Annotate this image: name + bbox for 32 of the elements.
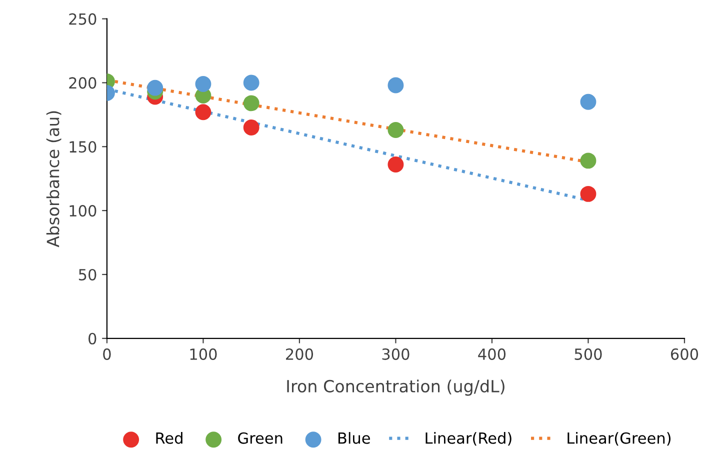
- x-tick-label: 300: [382, 348, 410, 360]
- y-tick-label: 100: [70, 205, 96, 217]
- y-tick-label: 150: [70, 141, 96, 153]
- x-tick-label: 500: [574, 348, 602, 360]
- point: [147, 80, 164, 96]
- x-tick-label: 400: [478, 348, 506, 360]
- y-tick-label: 250: [69, 13, 96, 25]
- legend-label: Linear(Red): [426, 432, 512, 446]
- point: [388, 122, 404, 138]
- x-tick-label: 600: [670, 348, 698, 360]
- point: [195, 76, 212, 92]
- y-tick-label: 50: [78, 268, 96, 280]
- legend-label: Green: [238, 432, 282, 444]
- legend-label: Blue: [338, 432, 370, 444]
- x-tick-label: 100: [190, 348, 217, 360]
- point: [580, 152, 596, 169]
- x-tick-label: 0: [103, 348, 111, 360]
- point: [243, 119, 260, 136]
- point: [388, 77, 404, 94]
- point: [580, 94, 596, 110]
- legend-label: Red: [156, 432, 182, 444]
- point: [243, 74, 260, 91]
- y-tick-label: 200: [69, 77, 96, 89]
- point: [195, 104, 212, 120]
- x-axis-title: Iron Concentration (ug/dL): [287, 380, 504, 396]
- y-axis-title: Absorbance (au): [46, 111, 62, 248]
- x-tick-label: 200: [286, 348, 314, 360]
- point: [580, 186, 596, 202]
- point: [243, 95, 260, 112]
- legend-label: Linear(Green): [568, 432, 671, 446]
- y-tick-label: 0: [88, 332, 96, 344]
- point: [388, 156, 404, 173]
